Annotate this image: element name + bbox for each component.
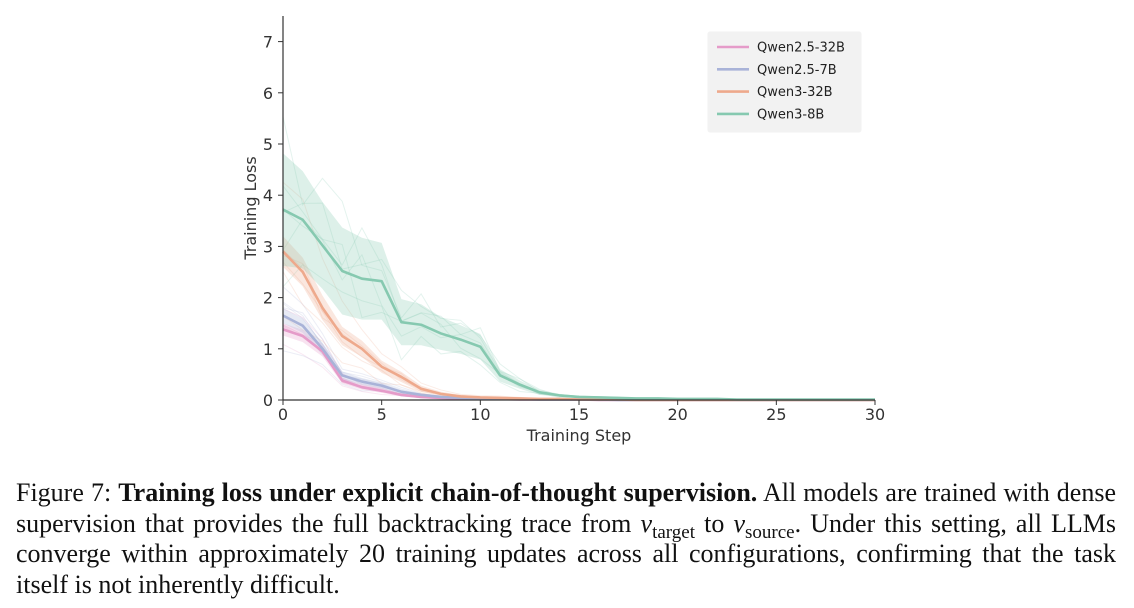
x-axis-label: Training Step [526,426,632,445]
x-tick-label-15: 15 [569,405,589,424]
y-tick-label-4: 4 [263,186,273,205]
figure-label: Figure 7: [16,478,112,507]
v-source-subscript: source [745,521,795,543]
v-target-subscript: target [652,521,695,543]
v-source-variable: v [733,508,746,538]
x-tick-label-5: 5 [377,405,387,424]
confidence-bands [283,153,875,400]
training-loss-chart: 0 5 10 15 20 25 30 0 1 2 3 4 5 6 7 Training Step Train… [241,16,885,445]
caption-text-2: to [704,508,725,538]
legend-box [707,31,862,133]
x-tick-label-25: 25 [766,405,786,424]
legend-label-qwen2-5-32b: Qwen2.5-32B [757,41,845,56]
y-tick-label-0: 0 [263,391,273,410]
band-qwen3-8b [283,153,875,400]
v-target-variable: v [640,508,653,538]
y-tick-label-1: 1 [263,340,273,359]
legend-label-qwen3-8b: Qwen3-8B [757,107,824,122]
caption-title: Training loss under explicit chain-of-th… [118,478,758,507]
x-tick-label-10: 10 [470,405,490,424]
caption-text-3: . Under this setting, all LLMs converge … [16,508,1117,599]
chart-legend: Qwen2.5-32B Qwen2.5-7B Qwen3-32B Qwen3-8B [707,31,862,133]
legend-label-qwen2-5-7b: Qwen2.5-7B [757,63,837,78]
y-tick-label-5: 5 [263,135,273,154]
x-tick-label-20: 20 [667,405,687,424]
legend-label-qwen3-32b: Qwen3-32B [757,85,833,100]
x-tick-label-30: 30 [865,405,885,424]
y-tick-label-2: 2 [263,289,273,308]
y-tick-label-6: 6 [263,84,273,103]
axis-ticks: 0 5 10 15 20 25 30 0 1 2 3 4 5 6 7 [263,33,885,424]
y-axis-label: Training Loss [241,156,260,260]
caption-text-1: All models are trained with dense superv… [16,478,1116,538]
y-tick-label-7: 7 [263,33,273,52]
y-tick-label-3: 3 [263,237,273,256]
figure-caption: Figure 7: Training loss under explicit c… [16,478,1116,600]
x-tick-label-0: 0 [278,405,288,424]
